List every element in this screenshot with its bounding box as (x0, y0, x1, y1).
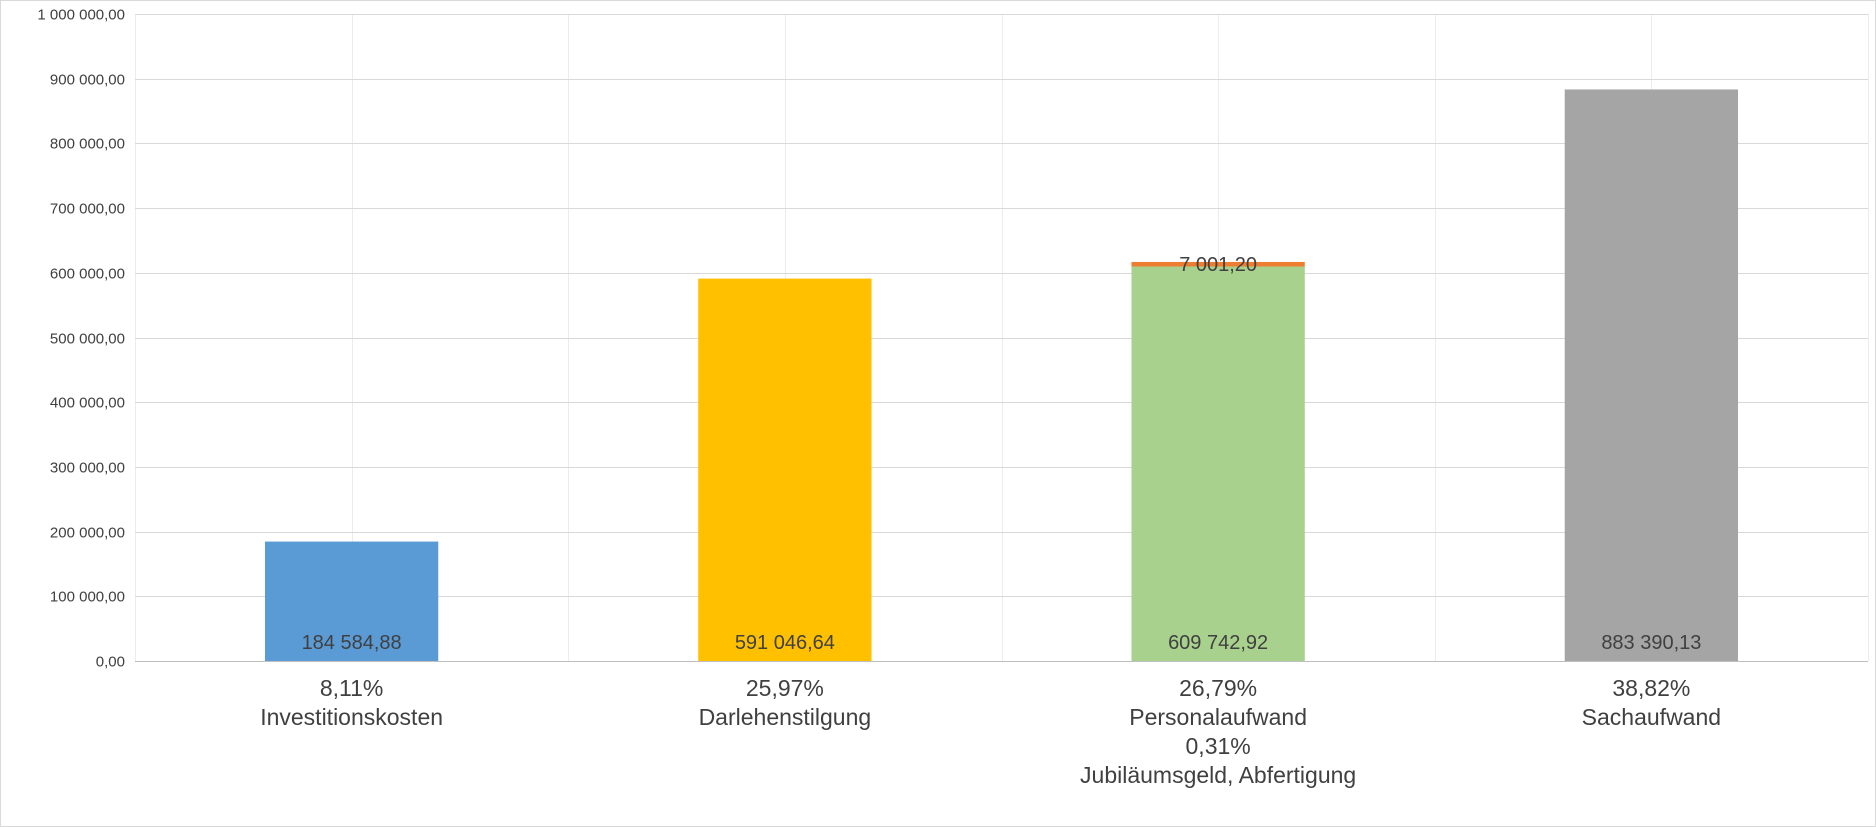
bar-segment (1564, 89, 1739, 661)
data-labels: 184 584,88 591 046,64 609 742,92 7 001,20 88… (302, 254, 1702, 654)
x-category-label: 25,97% (746, 675, 824, 701)
data-label: 609 742,92 (1168, 632, 1268, 654)
y-tick-label: 200 000,00 (50, 525, 125, 542)
x-category-label: Jubiläumsgeld, Abfertigung (1080, 762, 1356, 788)
x-category-label: Investitionskosten (260, 704, 443, 730)
y-tick-label: 300 000,00 (50, 460, 125, 477)
y-tick-label: 0,00 (96, 654, 125, 671)
y-tick-label: 900 000,00 (50, 72, 125, 89)
y-tick-label: 1 000 000,00 (37, 7, 125, 24)
x-axis-category-labels: 8,11% Investitionskosten 25,97% Darlehensti… (260, 675, 1721, 788)
y-tick-label: 100 000,00 (50, 589, 125, 606)
bar-segment (264, 541, 439, 661)
bar-segment (1131, 266, 1305, 661)
y-tick-label: 700 000,00 (50, 201, 125, 218)
x-category-label: 38,82% (1612, 675, 1690, 701)
y-tick-label: 800 000,00 (50, 136, 125, 153)
y-tick-label: 500 000,00 (50, 331, 125, 348)
bars (264, 89, 1739, 661)
x-category-label: 8,11% (320, 675, 384, 701)
x-category-label: Darlehenstilgung (699, 704, 872, 730)
bar-segment (698, 278, 872, 661)
data-label: 7 001,20 (1179, 254, 1257, 276)
data-label: 883 390,13 (1601, 632, 1701, 654)
data-label: 591 046,64 (735, 632, 835, 654)
x-category-label: 0,31% (1186, 733, 1251, 759)
x-category-label: Sachaufwand (1582, 704, 1721, 730)
y-tick-label: 600 000,00 (50, 266, 125, 283)
y-tick-label: 400 000,00 (50, 395, 125, 412)
y-axis-tick-labels: 0,00 100 000,00 200 000,00 300 000,00 400 00… (37, 7, 125, 671)
x-category-label: 26,79% (1179, 675, 1257, 701)
bar-segment (1131, 261, 1305, 267)
data-label: 184 584,88 (302, 632, 402, 654)
x-category-label: Personalaufwand (1129, 704, 1307, 730)
